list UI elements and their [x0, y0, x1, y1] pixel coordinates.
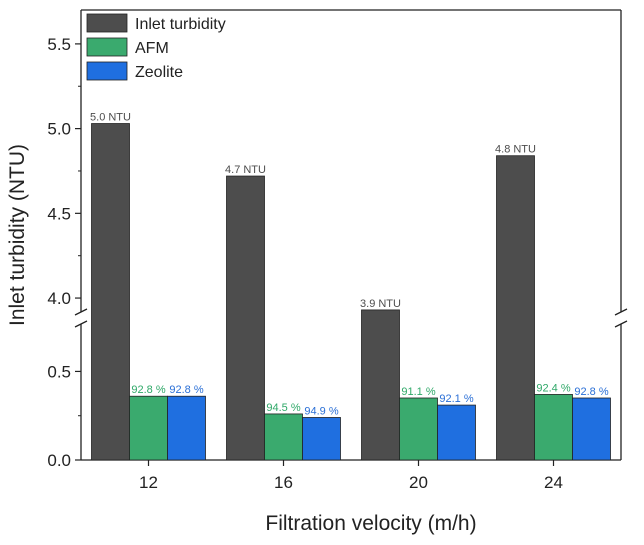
- legend-swatch: [86, 13, 128, 33]
- x-tick-label: 12: [139, 473, 158, 492]
- bar-zeolite-16: [302, 417, 341, 461]
- y-tick-label: 0.5: [47, 362, 71, 381]
- data-labels: 5.0 NTU 4.7 NTU 3.9 NTU 4.8 NTU 92.8 % 94.5 %…: [90, 112, 609, 418]
- legend-label: Inlet turbidity: [135, 16, 226, 33]
- bars: [91, 123, 611, 461]
- bar-afm-12: [129, 395, 168, 461]
- bar-zeolite-20: [437, 404, 476, 461]
- break-mark: [614, 308, 628, 316]
- break-mark: [614, 320, 628, 328]
- data-label: 92.8 %: [574, 386, 608, 398]
- data-label: 92.8 %: [169, 384, 203, 396]
- axes: [74, 9, 628, 461]
- ticks: 0.0 0.5 4.0 4.5 5.0 5.5 12 16 20 24: [47, 35, 563, 492]
- break-mark: [74, 308, 88, 316]
- axis-break-gap: [75, 312, 627, 324]
- data-label: 5.0 NTU: [90, 112, 131, 124]
- bar-afm-24: [534, 394, 573, 461]
- bar-zeolite-24: [572, 397, 611, 461]
- bar-inlet-turbidity-20: [361, 309, 400, 461]
- y-tick-label: 4.5: [47, 204, 71, 223]
- data-label: 4.8 NTU: [495, 144, 536, 156]
- bar-inlet-turbidity-24: [496, 155, 535, 461]
- data-label: 92.4 %: [536, 382, 570, 394]
- data-label: 3.9 NTU: [360, 298, 401, 310]
- y-tick-label: 4.0: [47, 289, 71, 308]
- y-tick-label: 0.0: [47, 451, 71, 470]
- y-axis-title: Inlet turbidity (NTU): [6, 144, 29, 326]
- x-tick-label: 24: [544, 473, 563, 492]
- x-tick-label: 16: [274, 473, 293, 492]
- bar-inlet-turbidity-12: [91, 123, 130, 461]
- data-label: 91.1 %: [401, 386, 435, 398]
- legend-label: Zeolite: [135, 64, 183, 81]
- legend-swatch: [86, 61, 128, 81]
- legend-label: AFM: [135, 40, 169, 57]
- y-tick-label: 5.5: [47, 35, 71, 54]
- bar-afm-20: [399, 397, 438, 461]
- bar-inlet-turbidity-16: [226, 175, 265, 461]
- legend-swatch: [86, 37, 128, 57]
- bar-zeolite-12: [167, 395, 206, 461]
- data-label: 94.9 %: [304, 405, 338, 417]
- data-label: 94.5 %: [266, 402, 300, 414]
- x-tick-label: 20: [409, 473, 428, 492]
- legend: Inlet turbidity AFM Zeolite: [86, 13, 226, 81]
- data-label: 92.8 %: [131, 384, 165, 396]
- break-mark: [74, 320, 88, 328]
- data-label: 4.7 NTU: [225, 164, 266, 176]
- x-axis-title: Filtration velocity (m/h): [265, 512, 476, 535]
- data-label: 92.1 %: [439, 393, 473, 405]
- bar-afm-16: [264, 413, 303, 461]
- y-tick-label: 5.0: [47, 120, 71, 139]
